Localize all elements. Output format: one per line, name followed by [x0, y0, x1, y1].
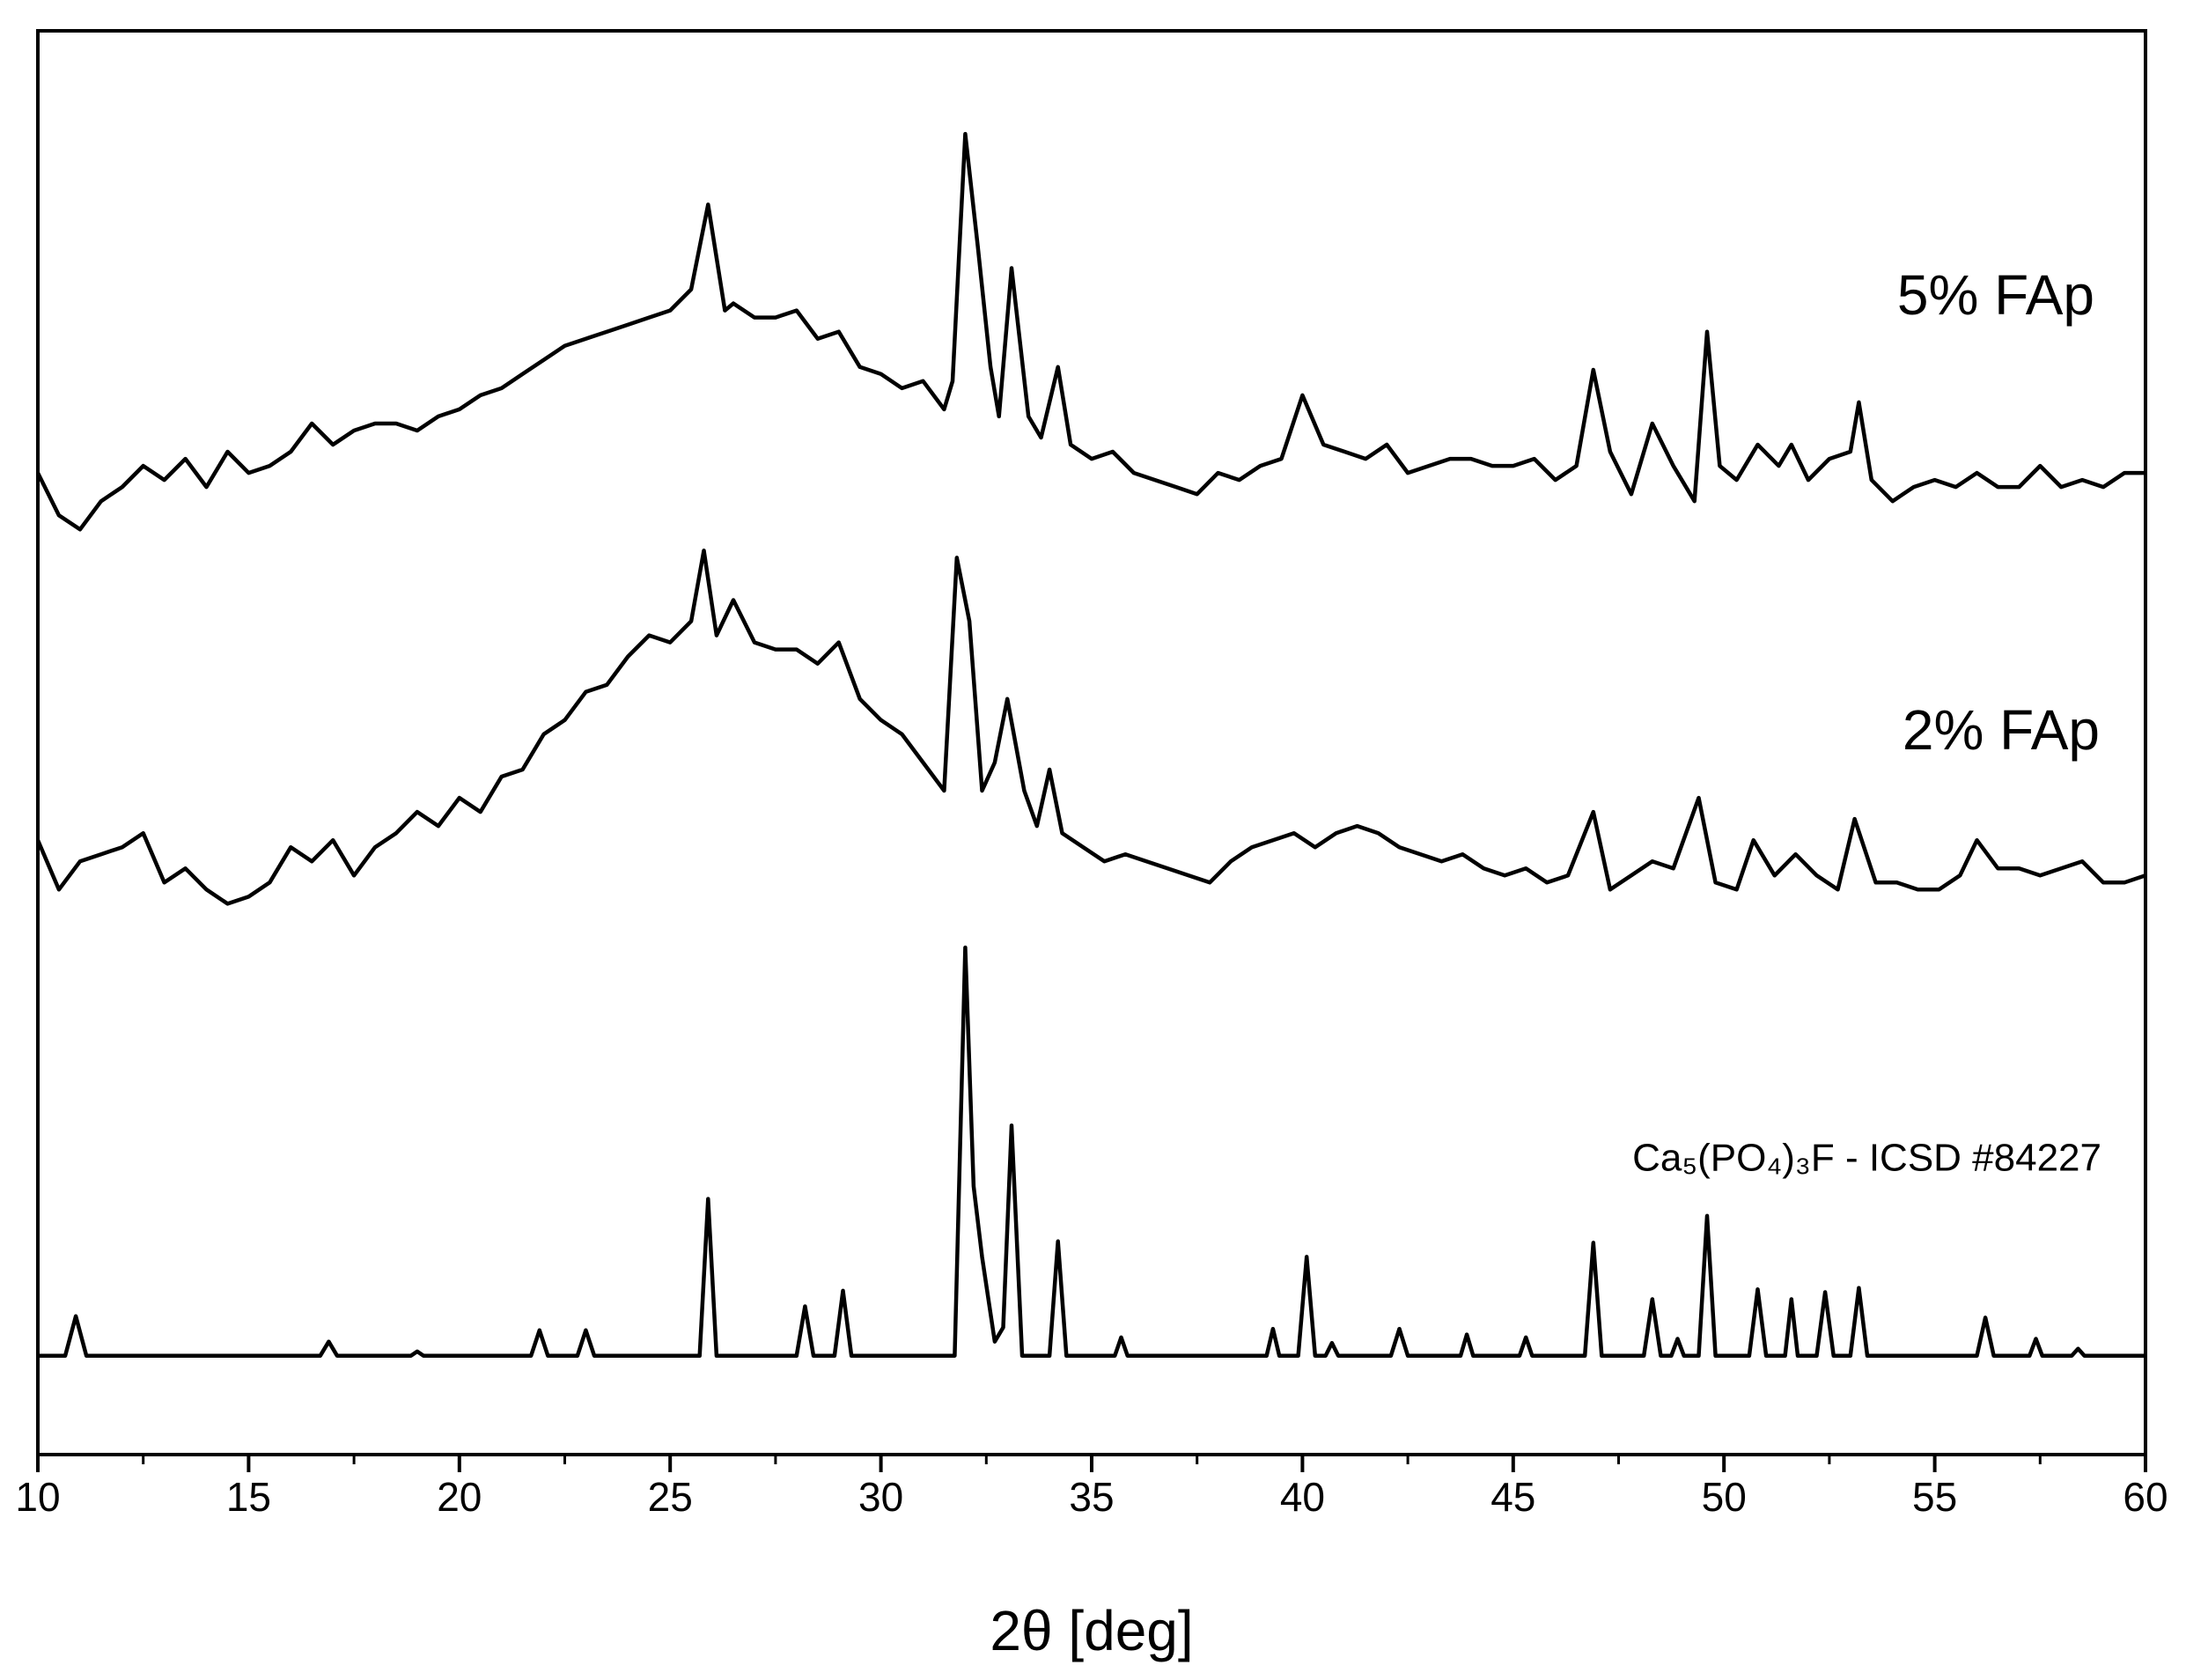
series-line — [35, 131, 2146, 532]
series-label: Ca₅(PO₄)₃F - ICSD #84227 — [1632, 1137, 2101, 1180]
x-axis-label: 2θ [deg] — [990, 1599, 1193, 1662]
x-tick-label: 20 — [437, 1474, 482, 1520]
plot-frame — [36, 29, 2147, 1456]
x-tick-label: 30 — [858, 1474, 903, 1520]
x-tick-label: 40 — [1280, 1474, 1325, 1520]
series-line — [35, 549, 2146, 906]
x-tick-label: 55 — [1912, 1474, 1957, 1520]
x-tick-label: 10 — [15, 1474, 60, 1520]
x-tick-label: 15 — [226, 1474, 271, 1520]
series-line — [38, 945, 2146, 1358]
series-label: 5% FAp — [1897, 263, 2094, 327]
x-tick-label: 45 — [1490, 1474, 1535, 1520]
series-label: 2% FAp — [1903, 698, 2100, 762]
x-tick-label: 50 — [1702, 1474, 1747, 1520]
x-tick-label: 60 — [2123, 1474, 2168, 1520]
x-tick-label: 35 — [1069, 1474, 1114, 1520]
x-tick-label: 25 — [648, 1474, 693, 1520]
